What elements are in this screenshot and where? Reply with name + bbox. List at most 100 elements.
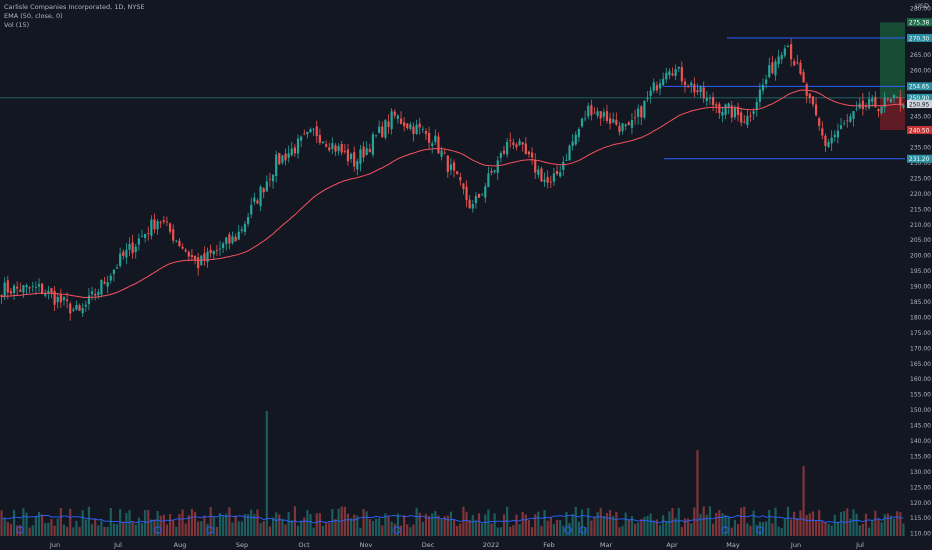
candle-body [59,294,62,303]
volume-bar [633,523,637,536]
volume-bar [527,520,531,536]
y-tick-label: 195.00 [910,268,931,275]
x-tick-label: May [726,541,740,549]
y-tick-label: 260.00 [910,67,931,74]
candle-body [749,115,752,117]
volume-bar [437,515,440,536]
volume-indicator-label[interactable]: Vol (15) [4,21,30,29]
candle-body [780,54,783,60]
volume-bar [612,516,615,536]
price-tag [907,33,932,42]
volume-bar [228,507,231,536]
volume-bar [699,513,702,536]
symbol-title[interactable]: Carlisle Companies Incorporated, 1D, NYS… [4,3,145,11]
volume-bar [524,514,527,536]
volume-bar [805,515,808,536]
candle-body [225,237,228,244]
candle-body [484,186,487,198]
volume-bar [278,514,281,536]
volume-bar [593,516,596,536]
volume-bar [287,512,290,536]
volume-bar [25,512,28,536]
candle-body [715,104,718,107]
candle-body [359,149,362,164]
volume-bar [321,526,325,536]
candle-body [78,305,81,311]
candle-body [393,111,396,116]
candle-body [218,248,222,250]
candle-body [75,305,78,310]
candle-body [765,79,768,84]
volume-bar [768,509,771,536]
x-tick-label: Jun [790,541,801,549]
y-tick-label: 230.00 [910,160,931,167]
ema-indicator-label[interactable]: EMA (50, close, 0) [4,12,63,20]
volume-bar [502,514,506,536]
volume-bar [662,515,665,536]
candle-body [627,122,630,126]
volume-bar [69,508,72,536]
candle-body [446,155,449,172]
volume-bar [268,526,272,536]
volume-bar [334,519,337,536]
volume-bar [28,527,31,536]
candle-body [119,253,122,266]
volume-bar [6,522,9,536]
volume-bar [771,523,774,536]
candle-body [212,250,215,255]
volume-bar [125,513,128,536]
volume-bar [384,513,387,536]
volume-bar [165,524,169,536]
candle-body [284,153,287,161]
volume-bar [209,507,212,536]
volume-bar [499,527,502,536]
volume-bar [19,525,22,536]
volume-bar [599,508,602,536]
candle-body [474,196,477,204]
candle-body [593,112,596,114]
candle-body [605,111,609,121]
volume-bar [552,524,556,536]
volume-bar [833,514,836,536]
volume-bar [365,511,368,536]
candle-body [184,250,187,252]
candle-body [37,284,41,287]
volume-bar [562,525,565,536]
candle-body [153,219,156,230]
volume-bar [783,518,786,536]
volume-bar [743,506,746,536]
candle-body [84,304,87,307]
volume-bar [864,513,868,536]
event-marker-icon [154,526,162,534]
volume-bar [193,511,197,536]
volume-bar [293,506,296,536]
candle-body [874,97,877,108]
volume-bar [674,517,677,536]
price-tag-label: 275.38 [909,21,930,27]
volume-bar [399,525,403,536]
candle-body [777,56,780,65]
candle-body [499,153,502,158]
volume-bar [181,509,184,536]
candle-body [562,161,565,170]
candle-body [487,173,490,187]
candle-body [418,123,421,128]
candle-body [746,115,749,126]
candle-body [518,140,521,146]
volume-bar [243,514,247,536]
volume-bar [378,518,381,536]
volume-bar [549,516,552,536]
volume-bar [858,525,861,536]
y-tick-label: 165.00 [910,361,931,368]
volume-bar [353,514,356,536]
candle-body [509,139,512,141]
volume-bar [337,508,340,536]
event-marker-icon [756,526,764,534]
volume-bar [571,514,574,536]
candle-body [144,233,147,238]
volume-bar [596,512,599,536]
volume-bar [231,522,234,536]
candle-body [899,97,902,106]
volume-bar [106,527,109,536]
